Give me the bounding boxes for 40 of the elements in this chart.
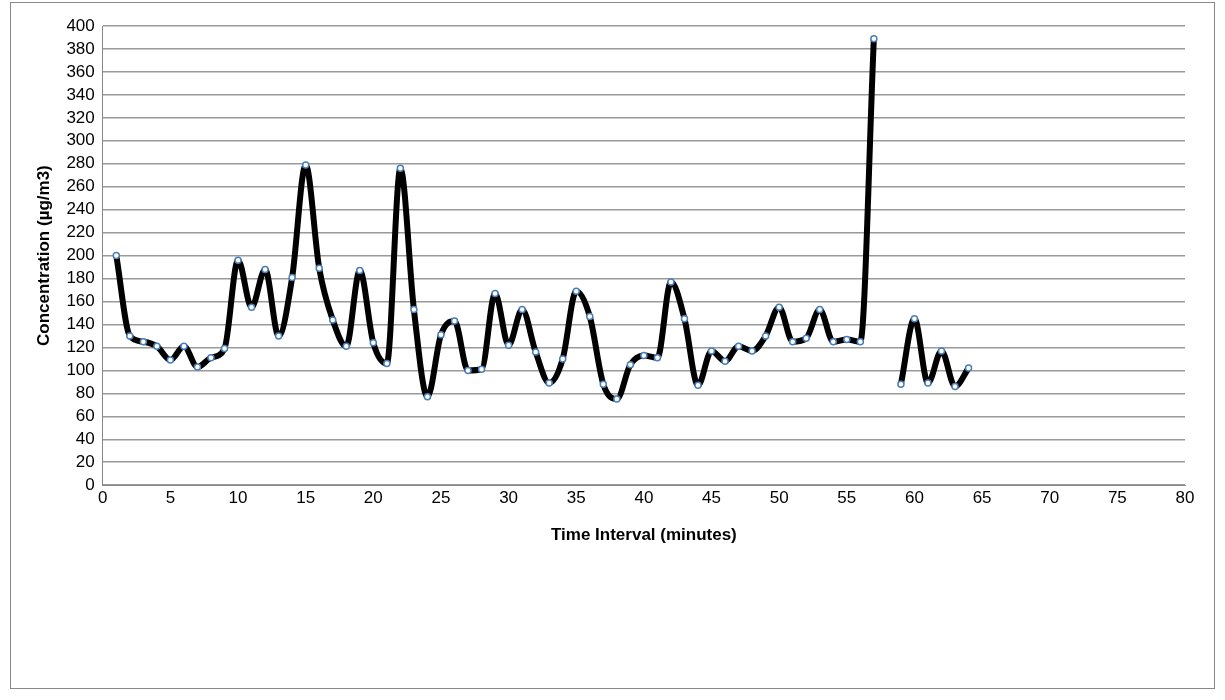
- x-tick-label: 0: [98, 488, 108, 508]
- y-tick-label: 80: [75, 383, 95, 403]
- y-tick-label: 180: [66, 268, 95, 288]
- x-tick-label: 80: [1175, 488, 1195, 508]
- y-tick-label: 140: [66, 314, 95, 334]
- y-tick-label: 40: [75, 428, 95, 448]
- y-tick-label: 0: [85, 474, 95, 494]
- x-tick-label: 25: [431, 488, 451, 508]
- x-tick-label: 65: [972, 488, 992, 508]
- y-tick-label: 60: [75, 406, 95, 426]
- y-tick-label: 260: [66, 176, 95, 196]
- y-tick-label: 200: [66, 245, 95, 265]
- y-tick-label: 400: [66, 15, 95, 35]
- x-tick-label: 30: [499, 488, 519, 508]
- y-tick-label: 320: [66, 107, 95, 127]
- y-tick-label: 120: [66, 337, 95, 357]
- x-axis-title: Time Interval (minutes): [550, 525, 737, 545]
- y-tick-label: 240: [66, 199, 95, 219]
- x-tick-label: 50: [769, 488, 789, 508]
- y-tick-label: 360: [66, 61, 95, 81]
- x-tick-label: 10: [228, 488, 248, 508]
- x-tick-label: 5: [165, 488, 176, 508]
- y-tick-label: 160: [66, 291, 95, 311]
- x-tick-label: 20: [363, 488, 383, 508]
- x-tick-label: 45: [702, 488, 721, 508]
- y-tick-label: 100: [66, 360, 95, 380]
- x-tick-label: 55: [837, 488, 857, 508]
- x-tick-label: 35: [566, 488, 586, 508]
- y-tick-label: 280: [66, 153, 95, 173]
- y-tick-label: 20: [75, 451, 95, 471]
- y-tick-label: 300: [66, 130, 95, 150]
- y-tick-label: 380: [66, 38, 95, 58]
- y-axis-title: Concentration (µg/m3): [33, 165, 53, 346]
- y-tick-label: 220: [66, 222, 95, 242]
- x-tick-label: 60: [904, 488, 924, 508]
- x-tick-label: 15: [296, 488, 316, 508]
- x-tick-label: 75: [1107, 488, 1127, 508]
- y-tick-label: 340: [66, 84, 95, 104]
- x-tick-label: 70: [1040, 488, 1060, 508]
- x-tick-label: 40: [634, 488, 654, 508]
